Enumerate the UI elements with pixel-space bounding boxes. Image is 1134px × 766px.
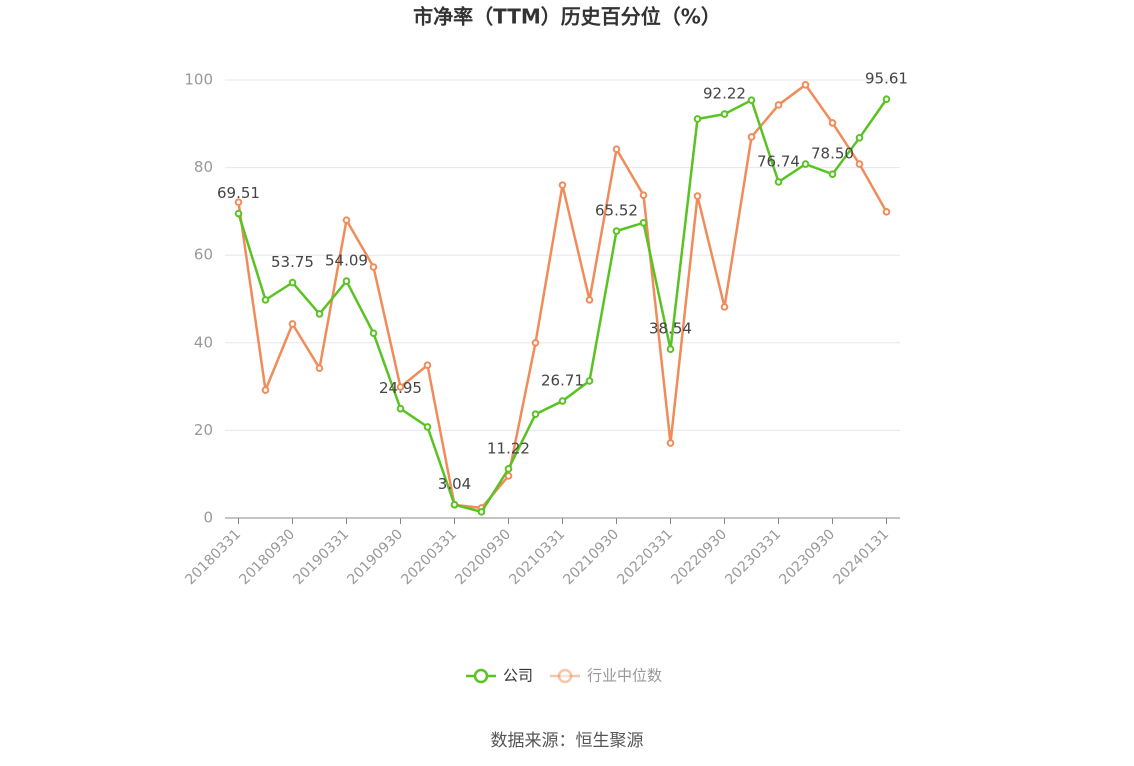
data-point [504, 465, 513, 473]
data-point [774, 178, 783, 186]
x-tick-label: 20230930 [776, 526, 838, 588]
x-tick-label: 20190331 [290, 526, 352, 588]
data-point [666, 439, 675, 447]
y-tick-label: 100 [184, 71, 213, 89]
legend-marker [557, 668, 573, 684]
chart-title: 市净率（TTM）历史百分位（%） [413, 5, 721, 29]
data-point [288, 320, 297, 328]
legend-marker [473, 668, 489, 684]
data-point [369, 263, 378, 271]
data-label: 24.95 [379, 379, 422, 397]
data-point [693, 192, 702, 200]
y-tick-label: 40 [194, 333, 213, 351]
data-label: 26.71 [541, 372, 584, 390]
x-tick-label: 20220331 [614, 526, 676, 588]
data-point [261, 386, 270, 394]
x-tick-label: 20210331 [506, 526, 568, 588]
x-tick-label: 20230331 [722, 526, 784, 588]
data-point [747, 133, 756, 141]
data-point [315, 310, 324, 318]
x-tick-label: 20190930 [344, 526, 406, 588]
data-point [882, 95, 891, 104]
data-label: 95.61 [865, 70, 908, 88]
data-point [747, 96, 756, 104]
y-tick-label: 60 [194, 246, 213, 264]
data-label: 53.75 [271, 253, 314, 271]
data-point [639, 218, 648, 227]
data-label: 3.04 [438, 475, 471, 493]
data-point [801, 160, 810, 168]
data-point [423, 361, 432, 369]
data-point [693, 115, 702, 123]
data-point [288, 278, 297, 287]
legend-label: 公司 [503, 667, 533, 685]
data-point [396, 383, 405, 391]
data-point [801, 81, 810, 89]
data-point [531, 339, 540, 347]
data-label: 65.52 [595, 202, 638, 220]
data-point [828, 119, 837, 127]
data-point [315, 364, 324, 373]
data-point [423, 423, 432, 431]
data-point [396, 404, 405, 413]
data-point [639, 191, 648, 199]
x-tick-label: 20200331 [398, 526, 460, 588]
source-note: 数据来源：恒生聚源 [491, 731, 644, 751]
data-label: 38.54 [649, 320, 692, 338]
data-point [234, 198, 243, 207]
data-point [855, 134, 864, 142]
y-tick-label: 20 [194, 421, 213, 439]
data-label: 92.22 [703, 85, 746, 103]
data-point [828, 170, 837, 178]
data-point [531, 410, 540, 418]
data-point [720, 303, 729, 311]
data-point [585, 296, 594, 304]
data-label: 54.09 [325, 252, 368, 270]
x-tick-label: 20210930 [560, 526, 622, 588]
data-point [234, 209, 243, 218]
y-tick-label: 0 [203, 509, 213, 527]
x-tick-label: 20180331 [182, 526, 244, 588]
data-label: 11.22 [487, 439, 530, 457]
x-tick-label: 20240131 [830, 526, 892, 588]
data-point [720, 110, 729, 118]
x-tick-label: 20200930 [452, 526, 514, 588]
data-point [261, 296, 270, 304]
data-label: 78.50 [811, 145, 854, 163]
data-point [585, 377, 594, 385]
data-point [855, 160, 864, 168]
data-point [558, 181, 567, 189]
data-point [774, 101, 783, 109]
data-point [369, 329, 378, 337]
data-label: 76.74 [757, 152, 800, 170]
data-point [450, 500, 459, 509]
data-point [666, 345, 675, 353]
legend-label: 行业中位数 [587, 667, 662, 685]
x-tick-label: 20180930 [236, 526, 298, 588]
data-point [882, 208, 891, 216]
data-label: 69.51 [217, 184, 260, 202]
data-point [612, 227, 621, 235]
x-tick-label: 20220930 [668, 526, 730, 588]
data-point [342, 216, 351, 224]
data-point [477, 508, 486, 516]
data-point [504, 472, 513, 480]
data-point [558, 397, 567, 405]
y-tick-label: 80 [194, 158, 213, 176]
data-point [612, 145, 621, 154]
series-line [237, 83, 888, 510]
data-point [342, 277, 351, 285]
